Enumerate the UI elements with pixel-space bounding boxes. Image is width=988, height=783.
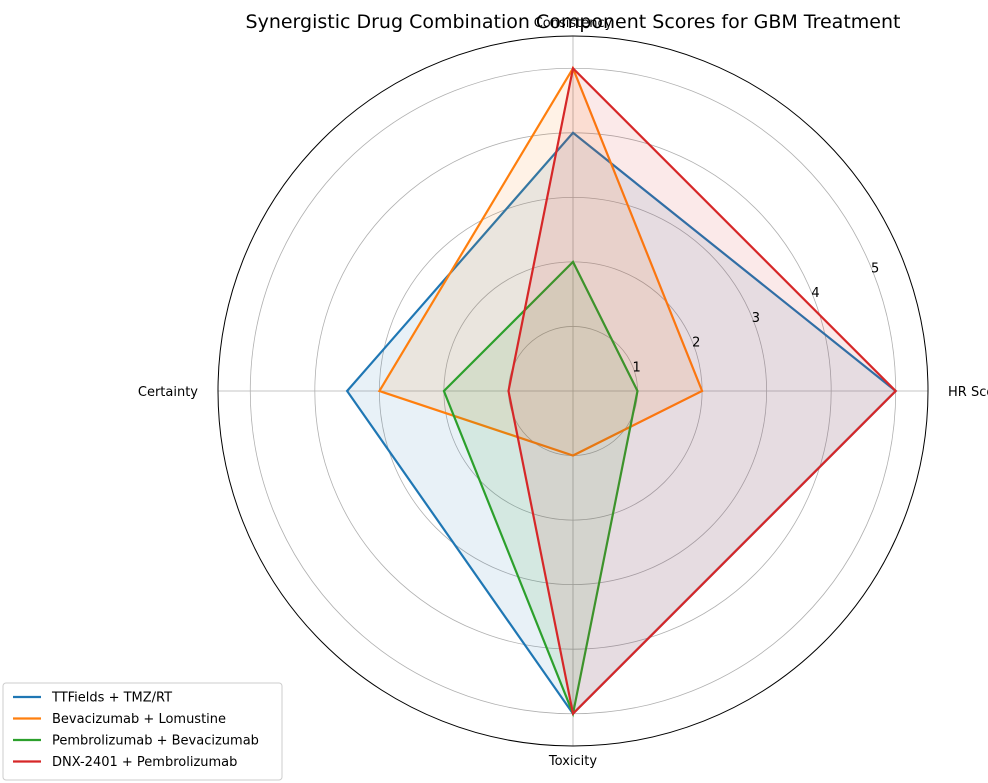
legend: TTFields + TMZ/RT Bevacizumab + Lomustine… xyxy=(2,682,283,781)
series-line xyxy=(377,65,704,457)
tick-label: 3 xyxy=(752,311,760,326)
series-fill xyxy=(508,68,896,714)
legend-label: DNX-2401 + Pembrolizumab xyxy=(52,755,237,770)
tick-label: 5 xyxy=(871,261,879,276)
axis-label: Toxicity xyxy=(548,754,597,769)
series-line xyxy=(442,260,639,718)
tick-label: 1 xyxy=(632,360,640,375)
axis-label: HR Score xyxy=(948,385,988,400)
tick-label: 4 xyxy=(811,286,819,301)
axis-label: Certainty xyxy=(138,385,198,400)
tick-label: 2 xyxy=(692,336,700,351)
legend-label: Pembrolizumab + Bevacizumab xyxy=(52,734,259,749)
axis-labels: HR Score Consistency Certainty Toxicity xyxy=(138,16,988,769)
series-line xyxy=(507,66,898,716)
legend-label: Bevacizumab + Lomustine xyxy=(52,712,226,727)
outer-frame xyxy=(217,35,929,747)
axis-label: Consistency xyxy=(534,16,613,31)
chart-title: Synergistic Drug Combination Component S… xyxy=(246,11,901,33)
legend-frame xyxy=(2,682,283,781)
radial-tick-labels: 1 2 3 4 5 xyxy=(632,261,879,375)
series-fill xyxy=(443,261,638,714)
legend-label: TTFields + TMZ/RT xyxy=(51,691,172,706)
series-fill xyxy=(347,132,896,714)
series-layer xyxy=(345,65,898,718)
